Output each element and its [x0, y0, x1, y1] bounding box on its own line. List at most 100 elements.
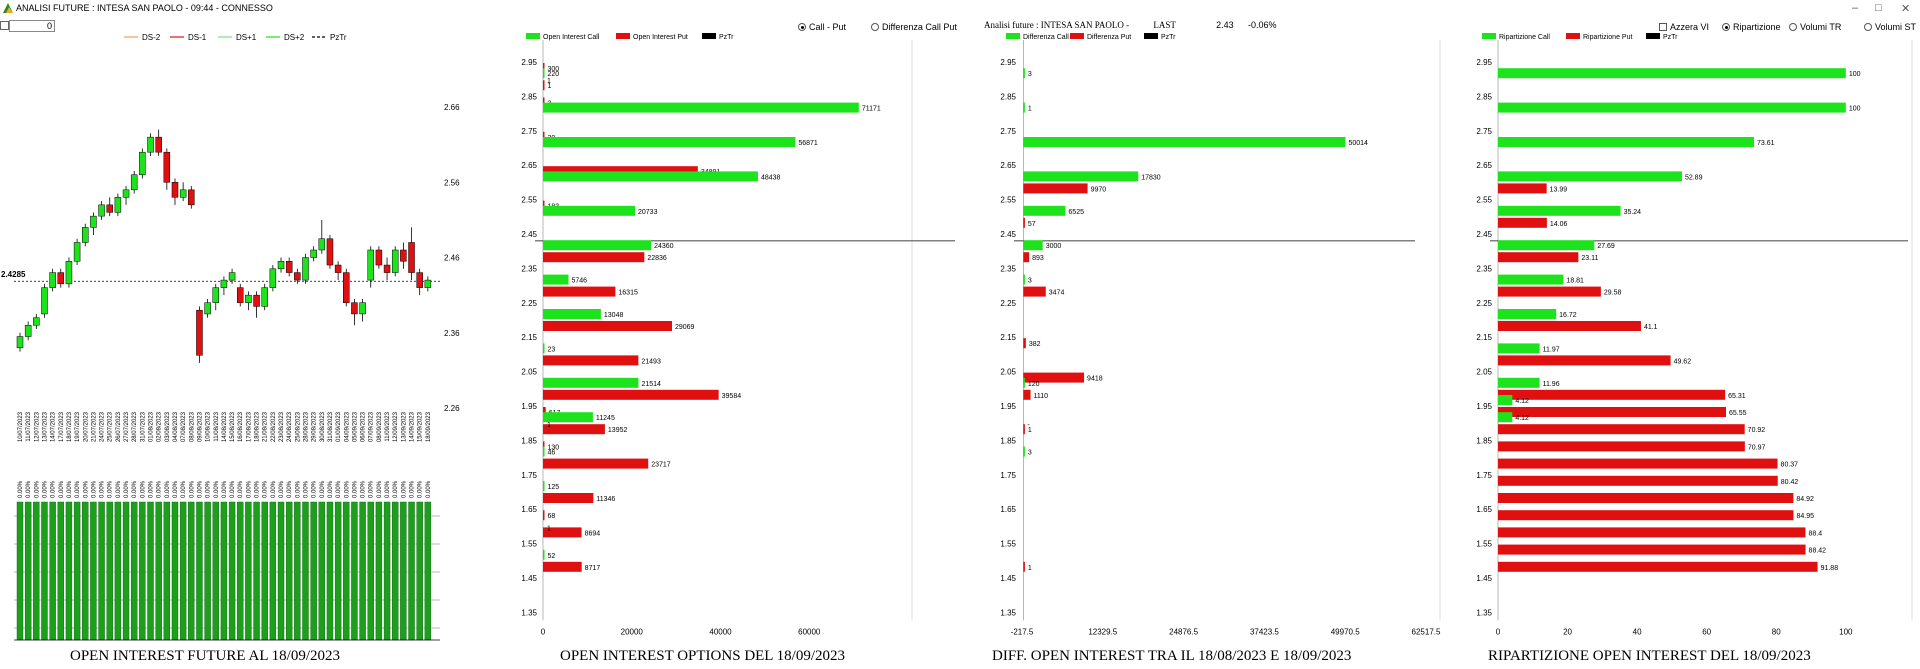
candle: [351, 302, 358, 315]
call-value-label: 120: [1028, 381, 1040, 388]
legend-swatch: [1006, 33, 1020, 39]
put-bar: [543, 166, 698, 177]
date-label: 30/08/2023: [320, 411, 326, 442]
put-value-label: 57: [1028, 221, 1036, 228]
volume-bar: [408, 501, 415, 641]
x-tick-label: 0: [541, 627, 546, 636]
call-value-label: 48438: [761, 174, 781, 181]
date-label: 28/07/2023: [132, 411, 138, 442]
put-bar: [1498, 286, 1601, 297]
call-bar: [1023, 240, 1043, 251]
candle: [220, 279, 228, 288]
percent-label: 0.00%: [157, 480, 163, 498]
put-bar: [1498, 475, 1778, 486]
diff-open-interest-chart: Differenza Call Differenza Put PzTr 2.95 2.8…: [1000, 33, 1441, 636]
date-label: 28/08/2023: [303, 411, 309, 442]
date-label: 01/08/2023: [149, 411, 155, 442]
legend-label: DS-2: [142, 33, 161, 42]
y-tick-label: 1.55: [1000, 540, 1016, 549]
call-value-label: 46: [548, 450, 556, 457]
candle: [179, 189, 187, 198]
radio-diff-call-put[interactable]: Differenza Call Put: [871, 22, 957, 32]
date-label: 26/07/2023: [116, 411, 122, 442]
call-value-label: 1: [1028, 106, 1032, 113]
candle: [98, 204, 105, 217]
spin-checkbox[interactable]: [0, 21, 9, 30]
y-tick-label: 2.46: [444, 254, 460, 263]
y-tick-label: 1.35: [1476, 608, 1492, 617]
put-value-label: 16315: [618, 290, 638, 297]
volume-bar: [351, 501, 358, 641]
volume-bar: [98, 501, 105, 641]
date-label: 09/08/2023: [197, 411, 203, 442]
call-value-label: 4.12: [1515, 415, 1529, 422]
put-bar: [543, 97, 545, 108]
minimize-button[interactable]: –: [1852, 2, 1859, 14]
percent-label: 0.00%: [132, 480, 138, 498]
volume-bar: [294, 501, 301, 641]
call-value-label: 27.69: [1597, 243, 1615, 250]
candle: [343, 272, 350, 303]
percent-label: 0.00%: [303, 480, 309, 498]
volume-bar: [334, 501, 342, 641]
maximize-button[interactable]: □: [1875, 2, 1882, 14]
put-value-label: 88.4: [1808, 530, 1822, 537]
put-bar: [543, 407, 546, 417]
date-label: 11/08/2023: [214, 411, 220, 441]
put-bar: [1023, 338, 1026, 349]
put-value-label: 8717: [585, 565, 601, 572]
put-bar: [543, 252, 645, 263]
date-label: 18/07/2023: [67, 411, 73, 442]
candle: [204, 302, 211, 315]
radio-volumi-st[interactable]: Volumi ST: [1864, 22, 1916, 32]
put-value-label: 21493: [641, 358, 661, 365]
call-value-label: 11.96: [1543, 381, 1560, 388]
volume-bar: [310, 501, 317, 641]
call-bar: [543, 137, 796, 147]
y-tick-label: 2.35: [521, 264, 537, 273]
y-tick-label: 2.95: [1000, 58, 1016, 67]
volume-bar: [375, 501, 383, 641]
date-label: 27/07/2023: [124, 411, 130, 442]
date-label: 31/07/2023: [140, 411, 146, 442]
y-tick-label: 1.35: [521, 608, 537, 617]
call-value-label: 3: [1028, 278, 1032, 285]
put-bar: [543, 200, 545, 211]
put-bar: [1023, 561, 1025, 572]
put-bar: [1498, 458, 1778, 469]
radio-volumi-tr[interactable]: Volumi TR: [1789, 22, 1841, 32]
radio-ripartizione-label: Ripartizione: [1733, 22, 1781, 32]
percent-label: 0.00%: [230, 480, 236, 498]
radio-ripartizione[interactable]: Ripartizione: [1722, 22, 1781, 32]
close-button[interactable]: ✕: [1901, 3, 1911, 15]
percent-label: 0.00%: [100, 480, 106, 498]
spin-input[interactable]: 0: [9, 20, 55, 32]
checkbox-azzera[interactable]: Azzera VI: [1659, 22, 1709, 32]
call-bar: [1023, 377, 1025, 388]
candle: [236, 287, 244, 303]
x-tick-label: 12329.5: [1088, 627, 1117, 636]
candle: [147, 136, 154, 153]
x-tick-label: 20000: [621, 627, 644, 636]
call-value-label: 73.61: [1757, 140, 1775, 147]
put-bar: [1498, 183, 1547, 194]
extra-value-label: 1: [547, 78, 551, 85]
candle: [228, 272, 236, 281]
y-tick-label: 2.45: [1476, 230, 1492, 239]
put-value-label: 1: [1028, 565, 1032, 572]
last-value: 2.43: [1216, 20, 1234, 30]
candle: [82, 227, 89, 243]
volume-bar: [114, 501, 122, 641]
put-bar: [543, 561, 582, 572]
date-label: 18/09/2023: [426, 411, 432, 442]
date-label: 15/08/2023: [230, 411, 236, 442]
percent-label: 0.00%: [279, 480, 285, 498]
radio-call-put[interactable]: Call - Put: [798, 22, 846, 32]
call-value-label: 50014: [1348, 140, 1368, 147]
x-tick-label: 40000: [709, 627, 732, 636]
y-tick-label: 2.85: [1000, 92, 1016, 101]
candle: [367, 249, 374, 281]
x-tick-label: 40: [1633, 627, 1642, 636]
percent-label: 0.00%: [165, 480, 171, 498]
percent-label: 0.00%: [312, 480, 318, 498]
